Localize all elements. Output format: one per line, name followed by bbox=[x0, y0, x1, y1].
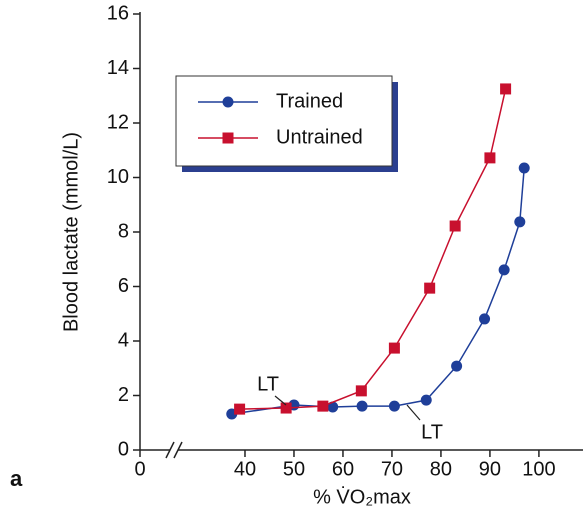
point bbox=[420, 394, 432, 406]
legend-marker bbox=[222, 96, 234, 108]
point bbox=[424, 282, 436, 294]
point bbox=[388, 400, 400, 412]
x-axis-label: % V̇O₂max bbox=[313, 486, 411, 508]
point bbox=[234, 403, 246, 415]
annotation: LT bbox=[421, 421, 443, 443]
y-tick-label: 6 bbox=[118, 275, 129, 297]
y-tick-label: 4 bbox=[118, 329, 129, 351]
point bbox=[280, 402, 292, 414]
y-tick-label: 16 bbox=[107, 2, 129, 24]
y-tick-label: 0 bbox=[118, 438, 129, 460]
point bbox=[317, 400, 329, 412]
y-tick-label: 12 bbox=[107, 111, 129, 133]
legend bbox=[175, 75, 393, 167]
annotation-line bbox=[406, 404, 421, 421]
point bbox=[327, 401, 339, 413]
annotation-line bbox=[274, 395, 287, 406]
point bbox=[498, 264, 510, 276]
x-tick-label: 60 bbox=[332, 458, 354, 480]
point bbox=[514, 216, 526, 228]
y-tick-label: 8 bbox=[118, 220, 129, 242]
y-tick-label: 14 bbox=[107, 57, 129, 79]
point bbox=[356, 400, 368, 412]
x-tick-label: 90 bbox=[479, 458, 501, 480]
x-tick-label: 80 bbox=[430, 458, 452, 480]
x-tick-label: 70 bbox=[381, 458, 403, 480]
y-tick-label: 10 bbox=[107, 166, 129, 188]
x-tick-label: 40 bbox=[234, 458, 256, 480]
point bbox=[518, 162, 530, 174]
point bbox=[484, 152, 496, 164]
legend-label: Trained bbox=[276, 90, 343, 112]
y-axis-label: Blood lactate (mmol/L) bbox=[60, 132, 82, 332]
legend-marker bbox=[222, 132, 234, 144]
x-tick-label: 100 bbox=[522, 458, 555, 480]
x-tick-label: 0 bbox=[134, 458, 145, 480]
legend-label: Untrained bbox=[276, 126, 363, 148]
point bbox=[449, 220, 461, 232]
point bbox=[479, 313, 491, 325]
point bbox=[388, 342, 400, 354]
panel-label: a bbox=[10, 466, 23, 491]
y-tick-label: 2 bbox=[118, 384, 129, 406]
point bbox=[355, 385, 367, 397]
point bbox=[451, 360, 463, 372]
axis-break bbox=[165, 441, 183, 459]
point bbox=[500, 83, 512, 95]
x-tick-label: 50 bbox=[283, 458, 305, 480]
annotation: LT bbox=[257, 373, 279, 395]
